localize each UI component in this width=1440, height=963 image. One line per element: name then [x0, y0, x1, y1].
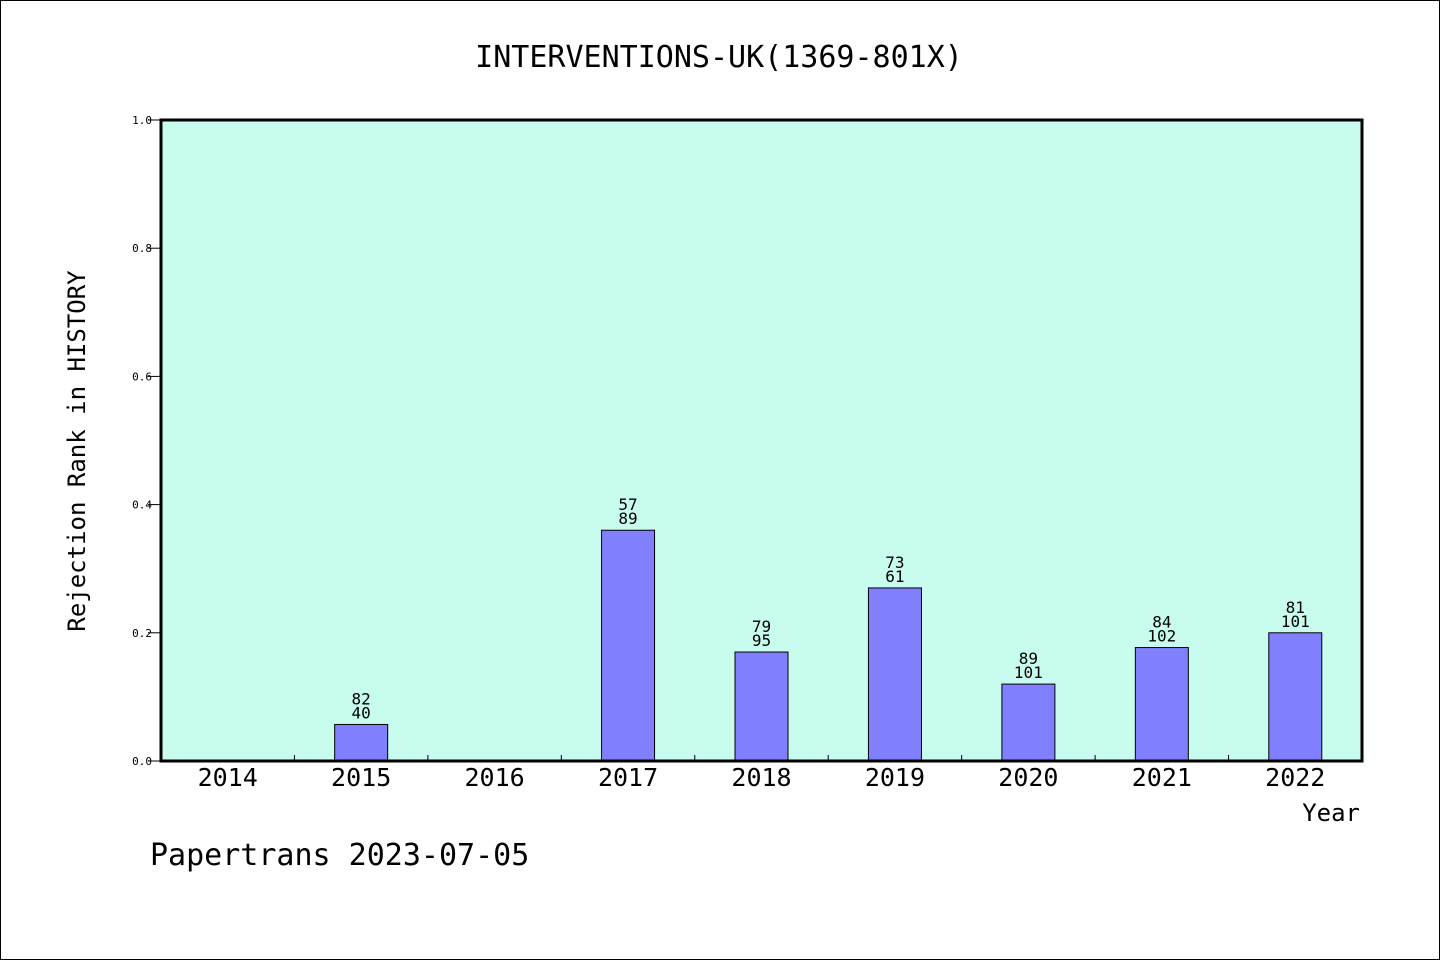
- x-axis-label: Year: [1302, 799, 1360, 827]
- bar-label-top: 57: [618, 495, 637, 514]
- x-tick-label: 2014: [198, 763, 258, 792]
- y-axis: 0.0 0.2 0.4 0.6 0.8 1.0: [132, 114, 161, 768]
- bar: [334, 723, 389, 762]
- y-tick-label: 1.0: [132, 114, 152, 127]
- bar-label-bottom: 89: [618, 509, 637, 528]
- x-tick-label: 2018: [731, 763, 791, 792]
- x-tick-label: 2017: [598, 763, 658, 792]
- plot-border: [159, 118, 1364, 763]
- bar-label-top: 82: [352, 689, 371, 708]
- bar-label-top: 73: [885, 553, 904, 572]
- y-axis-label: Rejection Rank in HISTORY: [63, 270, 91, 632]
- bar: [1001, 683, 1056, 762]
- x-axis: 2014 2015 2016 2017 2018 2019 2020 2021 2022: [198, 755, 1325, 792]
- y-tick-label: 0.2: [132, 627, 152, 640]
- bar: [1268, 632, 1323, 762]
- bar-label-top: 81: [1286, 598, 1305, 617]
- y-tick-label: 0.8: [132, 242, 152, 255]
- chart-title: INTERVENTIONS-UK(1369-801X): [475, 40, 963, 75]
- bar-label-bottom: 101: [1014, 663, 1043, 682]
- bar-label-bottom: 95: [752, 631, 771, 650]
- bars: [334, 529, 1323, 762]
- bar: [867, 587, 922, 762]
- bar: [734, 651, 789, 762]
- footer-text: Papertrans 2023-07-05: [150, 838, 529, 873]
- y-tick-label: 0.0: [132, 755, 152, 768]
- bar-label-top: 84: [1152, 613, 1171, 632]
- bar-label-top: 79: [752, 617, 771, 636]
- bar-label-bottom: 101: [1281, 612, 1310, 631]
- y-tick-label: 0.6: [132, 370, 152, 383]
- x-tick-label: 2015: [331, 763, 391, 792]
- bar: [1134, 647, 1189, 762]
- y-tick-label: 0.4: [132, 499, 152, 512]
- bar-label-bottom: 61: [885, 567, 904, 586]
- bar-label-bottom: 102: [1147, 627, 1176, 646]
- x-tick-label: 2019: [865, 763, 925, 792]
- bar: [601, 529, 656, 762]
- x-tick-label: 2022: [1265, 763, 1325, 792]
- bar-label-bottom: 40: [352, 703, 371, 722]
- x-tick-label: 2016: [465, 763, 525, 792]
- x-tick-label: 2020: [998, 763, 1058, 792]
- x-tick-label: 2021: [1132, 763, 1192, 792]
- bar-label-top: 89: [1019, 649, 1038, 668]
